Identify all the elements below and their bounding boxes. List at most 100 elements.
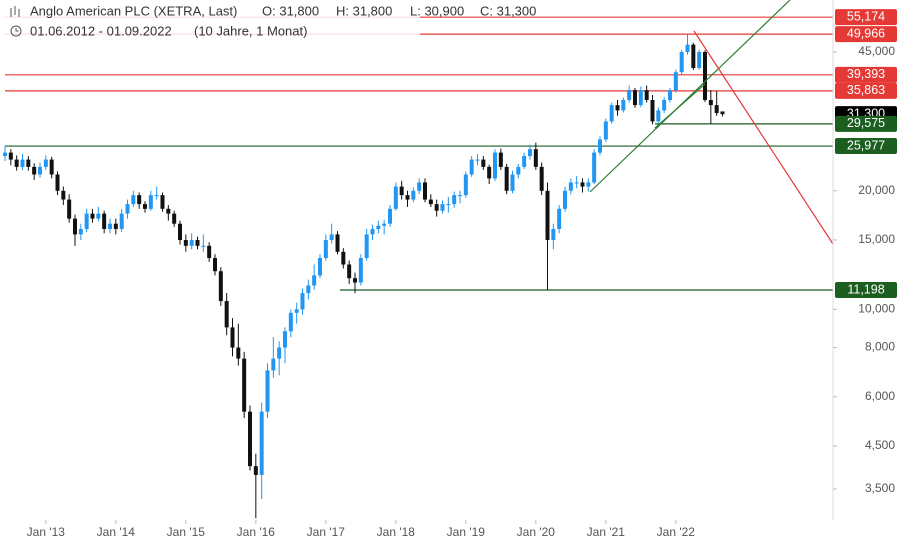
x-tick-label: Jan '15 <box>167 525 206 539</box>
candle-body <box>148 195 153 209</box>
candle-body <box>370 228 375 235</box>
x-tick-label: Jan '13 <box>27 525 66 539</box>
candle-body <box>504 166 509 191</box>
candle-body <box>399 186 404 196</box>
candle-body <box>609 105 614 122</box>
candle-body <box>510 174 515 191</box>
candle-body <box>108 223 112 229</box>
x-tick-label: Jan '19 <box>447 525 486 539</box>
candle-body <box>668 90 672 101</box>
candle-body <box>78 228 83 235</box>
level-box <box>835 26 897 43</box>
candle-body <box>183 240 188 246</box>
candle-body <box>417 182 422 191</box>
level-label: 39,393 <box>847 67 885 81</box>
clock-icon <box>10 25 22 37</box>
level-box <box>835 282 897 299</box>
candle-body <box>242 358 247 412</box>
candle-body <box>568 182 573 191</box>
candle-body <box>329 234 334 241</box>
x-tick-label: Jan '17 <box>307 525 346 539</box>
candle-body <box>382 223 387 226</box>
candle-body <box>621 100 626 111</box>
candle-body <box>592 152 597 183</box>
candle-body <box>458 195 462 197</box>
candle-body <box>201 245 206 247</box>
candle-body <box>230 327 235 348</box>
candle-body <box>38 166 42 175</box>
candle-body <box>294 309 299 313</box>
x-tick-label: Jan '16 <box>237 525 276 539</box>
candle-body <box>481 159 486 167</box>
candle-body <box>446 204 451 206</box>
candle-body <box>697 52 702 68</box>
candle-body <box>14 159 19 167</box>
candle-body <box>656 110 661 122</box>
x-tick-label: Jan '22 <box>657 525 696 539</box>
candle-body <box>376 225 381 229</box>
candle-body <box>160 195 165 209</box>
candle-body <box>603 121 608 140</box>
candle-body <box>662 100 667 111</box>
period: (10 Jahre, 1 Monat) <box>194 23 307 38</box>
y-tick-label: 4,500 <box>865 438 895 452</box>
candle-body <box>615 105 620 111</box>
candle-body <box>96 213 101 219</box>
candle-body <box>55 174 60 191</box>
candle-body <box>563 190 567 209</box>
ohlc-open: O: 31,800 <box>262 3 319 18</box>
candle-body <box>498 152 503 167</box>
candle-body <box>673 72 678 91</box>
level-box <box>835 138 897 155</box>
candle-body <box>411 190 416 200</box>
candle-body <box>539 166 544 191</box>
candle-body <box>469 159 474 175</box>
candle-body <box>493 152 497 179</box>
x-tick-label: Jan '14 <box>97 525 136 539</box>
candle-body <box>259 411 264 475</box>
candle-body <box>428 199 433 205</box>
candle-body <box>335 234 340 252</box>
level-label: 11,198 <box>847 282 884 296</box>
candle-body <box>463 174 468 196</box>
candle-body <box>708 100 713 106</box>
x-tick-label: Jan '20 <box>517 525 556 539</box>
trend-line <box>693 30 834 245</box>
candle-body <box>318 258 322 276</box>
candle-body <box>347 264 352 279</box>
candle-body <box>90 213 95 219</box>
candle-body <box>154 195 159 197</box>
candle-body <box>644 90 649 101</box>
candle-body <box>67 199 72 219</box>
candle-body <box>119 213 124 229</box>
candle-body <box>306 285 311 294</box>
level-label: 55,174 <box>847 9 885 23</box>
level-label: 29,575 <box>847 116 885 130</box>
candle-body <box>586 182 591 187</box>
candle-body <box>440 204 445 211</box>
candle-body <box>283 331 287 348</box>
candle-body <box>84 213 89 229</box>
candle-body <box>137 195 142 205</box>
y-tick-label: 10,000 <box>858 302 895 316</box>
candle-body <box>580 182 585 187</box>
candle-body <box>207 245 212 259</box>
candle-body <box>528 149 532 157</box>
candle-body <box>393 186 398 209</box>
level-label: 35,863 <box>847 83 885 97</box>
candle-body <box>61 190 66 200</box>
candle-body <box>271 358 276 371</box>
candle-body <box>26 159 31 167</box>
candle-body <box>364 234 369 259</box>
y-tick-label: 45,000 <box>858 44 895 58</box>
candle-body <box>178 223 182 241</box>
ohlc-high: H: 31,800 <box>336 3 392 18</box>
candle-body <box>598 139 602 153</box>
candle-body <box>353 278 357 283</box>
candle-body <box>545 190 550 241</box>
candle-body <box>32 166 37 175</box>
y-tick-label: 20,000 <box>858 183 895 197</box>
candle-body <box>358 258 363 283</box>
level-box <box>835 115 897 132</box>
trend-line <box>654 83 706 129</box>
